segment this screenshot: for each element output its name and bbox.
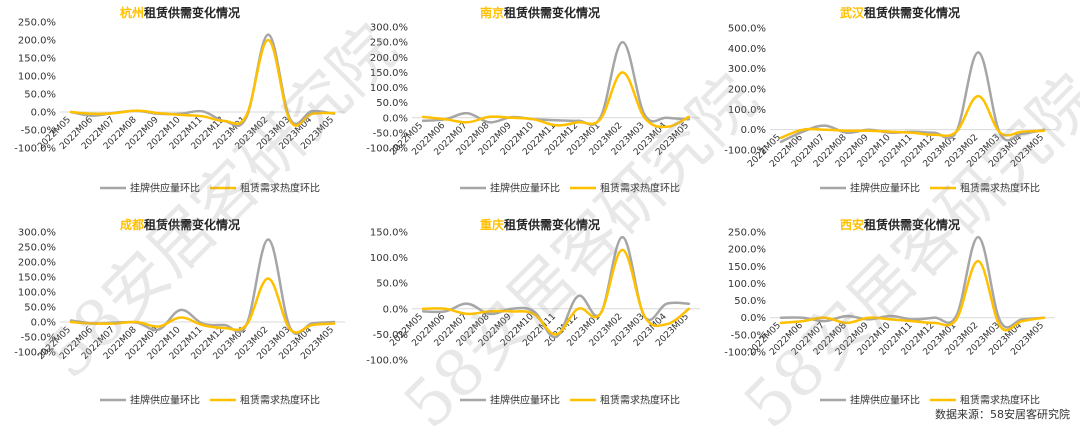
chart-title-suffix: 租赁供需变化情况 (144, 217, 240, 232)
y-tick-label: 150.0% (370, 228, 408, 239)
legend-label: 挂牌供应量环比 (130, 182, 200, 195)
chart-1: 杭州租赁供需变化情况 -100.0% -50.0% 0.0% 50.0% 100.0% 15… (14, 5, 345, 195)
chart-5: 重庆租赁供需变化情况 -100.0% -50.0% 0.0% 50.0% 100.0% 15… (366, 217, 700, 407)
legend-label: 挂牌供应量环比 (850, 394, 920, 407)
chart-title: 南京租赁供需变化情况 (480, 5, 600, 20)
chart-title-city: 成都 (120, 217, 144, 232)
y-tick-label: 200.0% (18, 36, 56, 47)
chart-title-city: 南京 (480, 5, 504, 20)
chart-2: 南京租赁供需变化情况 -100.0% -50.0% 0.0% 50.0% 100.0% 15… (366, 5, 700, 195)
y-tick-label: 100.0% (370, 253, 408, 264)
chart-title: 西安租赁供需变化情况 (840, 217, 960, 232)
legend-label: 租赁需求热度环比 (960, 182, 1040, 195)
legend-label: 租赁需求热度环比 (240, 394, 320, 407)
chart-title: 杭州租赁供需变化情况 (120, 5, 240, 20)
y-tick-label: 50.0% (24, 303, 56, 314)
series-line-supply (69, 238, 336, 336)
y-tick-label: -50.0% (21, 126, 56, 137)
series-line-supply (779, 235, 1046, 329)
chart-title-suffix: 租赁供需变化情况 (144, 5, 240, 20)
series-line-demand (69, 277, 336, 334)
y-tick-label: -100.0% (724, 146, 766, 157)
y-tick-label: -50.0% (731, 330, 766, 341)
chart-title-suffix: 租赁供需变化情况 (504, 5, 600, 20)
y-tick-label: 100.0% (728, 105, 766, 116)
charts-panel: 杭州租赁供需变化情况-100.0%-50.0%0.0%50.0%100.0%15… (14, 5, 1055, 407)
legend-label: 租赁需求热度环比 (240, 182, 320, 195)
legend-label: 挂牌供应量环比 (490, 394, 560, 407)
chart-title-city: 重庆 (480, 217, 504, 232)
y-tick-label: 250.0% (18, 243, 56, 254)
legend-label: 租赁需求热度环比 (960, 394, 1040, 407)
y-tick-label: -100.0% (14, 144, 56, 155)
y-tick-label: 0.0% (741, 313, 766, 324)
y-tick-label: 0.0% (31, 108, 56, 119)
legend-label: 租赁需求热度环比 (600, 394, 680, 407)
y-tick-label: 50.0% (24, 90, 56, 101)
series-line-demand (421, 71, 691, 129)
y-tick-label: 500.0% (728, 24, 766, 35)
chart-title-suffix: 租赁供需变化情况 (864, 217, 960, 232)
y-tick-label: 50.0% (376, 98, 408, 109)
series-line-demand (69, 38, 336, 127)
y-tick-label: 300.0% (728, 64, 766, 75)
legend-label: 挂牌供应量环比 (490, 182, 560, 195)
y-tick-label: 150.0% (18, 273, 56, 284)
legend-label: 挂牌供应量环比 (850, 182, 920, 195)
y-tick-label: 0.0% (31, 318, 56, 329)
y-tick-label: -100.0% (724, 348, 766, 359)
y-tick-label: 150.0% (370, 68, 408, 79)
y-tick-label: 150.0% (728, 262, 766, 273)
y-tick-label: 300.0% (370, 23, 408, 34)
y-tick-label: 100.0% (18, 72, 56, 83)
y-tick-label: 0.0% (383, 113, 408, 124)
series-line-demand (779, 94, 1046, 140)
y-tick-label: 100.0% (370, 83, 408, 94)
y-tick-label: 200.0% (18, 258, 56, 269)
y-tick-label: 0.0% (741, 125, 766, 136)
legend-label: 租赁需求热度环比 (600, 182, 680, 195)
y-tick-label: 50.0% (376, 279, 408, 290)
y-tick-label: 250.0% (18, 18, 56, 29)
y-tick-label: -100.0% (14, 348, 56, 359)
chart-title: 武汉租赁供需变化情况 (840, 5, 960, 20)
y-tick-label: -50.0% (21, 333, 56, 344)
y-tick-label: 0.0% (383, 304, 408, 315)
chart-title-city: 杭州 (120, 5, 144, 20)
chart-title: 成都租赁供需变化情况 (120, 217, 240, 232)
y-tick-label: -50.0% (373, 330, 408, 341)
y-tick-label: -100.0% (366, 144, 408, 155)
y-tick-label: 400.0% (728, 44, 766, 55)
y-tick-label: 100.0% (18, 288, 56, 299)
chart-3: 武汉租赁供需变化情况 -100.0% 0.0% 100.0% 200.0% 300.0% 4… (724, 5, 1055, 195)
y-tick-label: 200.0% (728, 245, 766, 256)
chart-6: 西安租赁供需变化情况 -100.0% -50.0% 0.0% 50.0% 100.0% 15… (724, 217, 1055, 407)
chart-title-suffix: 租赁供需变化情况 (504, 217, 600, 232)
chart-title-city: 武汉 (840, 5, 865, 20)
chart-title-suffix: 租赁供需变化情况 (864, 5, 960, 20)
y-tick-label: 150.0% (18, 54, 56, 65)
chart-4: 成都租赁供需变化情况 -100.0% -50.0% 0.0% 50.0% 100.0% 15… (14, 217, 345, 407)
y-tick-label: 200.0% (370, 53, 408, 64)
chart-title: 重庆租赁供需变化情况 (480, 217, 600, 232)
y-tick-label: 50.0% (734, 296, 766, 307)
legend-label: 挂牌供应量环比 (130, 394, 200, 407)
series-line-demand (421, 248, 691, 336)
y-tick-label: -50.0% (373, 128, 408, 139)
chart-title-city: 西安 (840, 217, 864, 232)
series-line-demand (779, 259, 1046, 332)
y-tick-label: 300.0% (18, 228, 56, 239)
y-tick-label: 250.0% (370, 38, 408, 49)
y-tick-label: 200.0% (728, 85, 766, 96)
y-tick-label: -100.0% (366, 356, 408, 367)
y-tick-label: 250.0% (728, 228, 766, 239)
data-source-note: 数据来源：58安居客研究院 (935, 408, 1070, 421)
series-line-supply (421, 40, 691, 127)
y-tick-label: 100.0% (728, 279, 766, 290)
